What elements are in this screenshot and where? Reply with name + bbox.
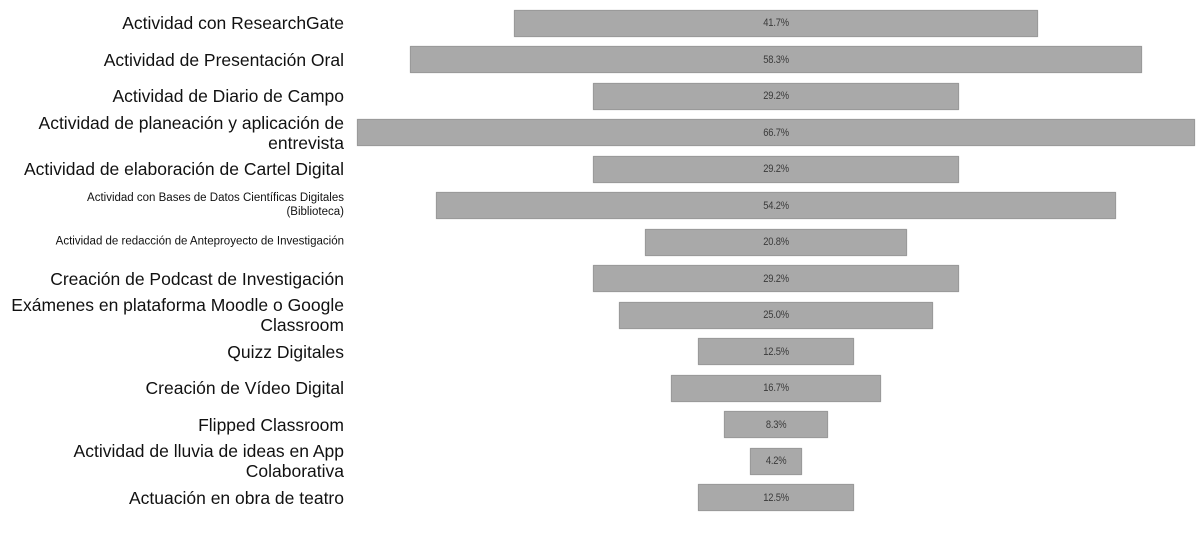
value-label: 25.0%: [763, 309, 789, 321]
category-label: Actividad de lluvia de ideas en App Cola…: [73, 440, 344, 481]
bar: 41.7%: [514, 9, 1038, 37]
category-label: Actividad de Diario de Campo: [112, 85, 344, 106]
bar: 4.2%: [749, 447, 803, 475]
value-label: 20.8%: [763, 236, 789, 248]
value-label: 4.2%: [765, 455, 787, 467]
bar: 66.7%: [357, 119, 1195, 146]
value-label: 12.5%: [763, 345, 789, 358]
bar: 25.0%: [619, 301, 933, 329]
value-label: 58.3%: [763, 53, 789, 66]
bar: 29.2%: [592, 155, 960, 183]
bar: 12.5%: [697, 484, 855, 511]
category-label: Actividad con Bases de Datos Científicas…: [87, 191, 344, 219]
bar: 20.8%: [645, 228, 907, 256]
bar: 54.2%: [435, 192, 1117, 219]
bar: 12.5%: [697, 338, 855, 365]
category-label: Exámenes en plataforma Moodle o Google C…: [11, 294, 344, 335]
category-label: Quizz Digitales: [227, 341, 344, 362]
bar: 58.3%: [410, 46, 1142, 73]
category-label: Actividad con ResearchGate: [122, 12, 344, 33]
value-label: 29.2%: [763, 163, 789, 175]
bar: 8.3%: [723, 411, 829, 438]
category-label: Creación de Vídeo Digital: [145, 377, 344, 398]
category-label: Flipped Classroom: [198, 414, 344, 435]
bar: 29.2%: [592, 82, 960, 110]
category-label: Actividad de planeación y aplicación de …: [38, 112, 344, 153]
value-label: 29.2%: [763, 272, 789, 285]
category-label: Actuación en obra de teatro: [128, 487, 344, 508]
category-label: Actividad de Presentación Oral: [103, 49, 344, 70]
value-label: 66.7%: [763, 126, 789, 139]
value-label: 54.2%: [763, 199, 789, 212]
category-label: Actividad de redacción de Anteproyecto d…: [55, 235, 344, 248]
value-label: 29.2%: [763, 90, 789, 102]
value-label: 8.3%: [765, 418, 787, 431]
value-label: 41.7%: [763, 17, 789, 29]
bar: 29.2%: [592, 265, 960, 292]
value-label: 12.5%: [763, 491, 789, 504]
category-label: Actividad de elaboración de Cartel Digit…: [23, 158, 344, 179]
bar: 16.7%: [671, 374, 881, 402]
category-label: Creación de Podcast de Investigación: [50, 268, 344, 289]
value-label: 16.7%: [763, 382, 789, 394]
